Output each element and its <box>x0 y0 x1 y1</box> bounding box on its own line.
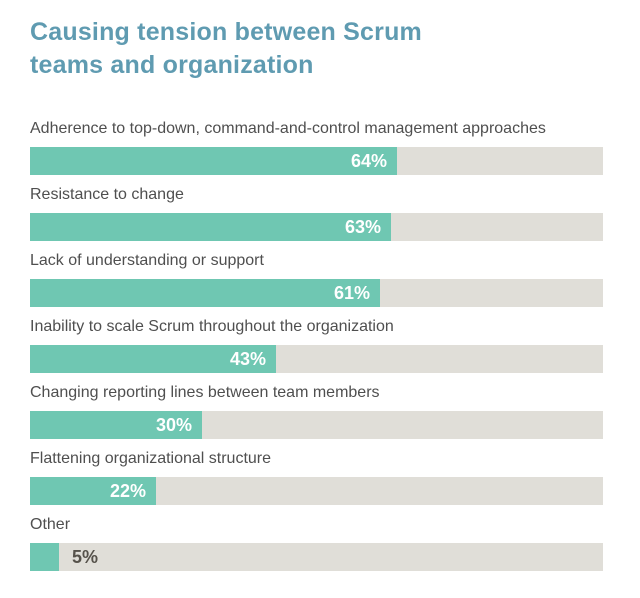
bar-row: Resistance to change 63% <box>30 186 604 241</box>
value-label: 64% <box>350 151 387 171</box>
bar-track: 43% <box>30 345 603 373</box>
category-label: Other <box>30 516 71 533</box>
chart-container: Causing tension between Scrum teams and … <box>30 16 604 571</box>
chart-title-line2: teams and organization <box>30 51 314 79</box>
value-label: 22% <box>109 481 146 501</box>
bar-fill <box>30 147 397 175</box>
bar-track: 22% <box>30 477 603 505</box>
bar-fill <box>30 477 156 505</box>
bar-row: Lack of understanding or support 61% <box>30 252 604 307</box>
bar-track: 30% <box>30 411 603 439</box>
bar-fill <box>30 213 391 241</box>
bar-fill <box>30 543 59 571</box>
bar-row: Flattening organizational structure 22% <box>30 450 604 505</box>
bar-track: 63% <box>30 213 603 241</box>
chart-title: Causing tension between Scrum teams and … <box>30 16 604 82</box>
bar-row: Other 5% <box>30 516 604 571</box>
category-label: Lack of understanding or support <box>30 252 264 269</box>
category-label: Resistance to change <box>30 186 184 203</box>
category-label: Adherence to top-down, command-and-contr… <box>30 120 546 137</box>
bar-fill <box>30 345 276 373</box>
category-label: Changing reporting lines between team me… <box>30 384 380 401</box>
bar-track: 5% <box>30 543 603 571</box>
category-label: Flattening organizational structure <box>30 450 272 467</box>
value-label: 63% <box>344 217 381 237</box>
value-label: 43% <box>229 349 266 369</box>
bar-row: Adherence to top-down, command-and-contr… <box>30 120 604 175</box>
bar-row: Changing reporting lines between team me… <box>30 384 604 439</box>
bar-fill <box>30 411 202 439</box>
value-label: 30% <box>155 415 192 435</box>
value-label: 61% <box>333 283 370 303</box>
bar-chart: Adherence to top-down, command-and-contr… <box>30 120 604 571</box>
value-label: 5% <box>72 547 99 567</box>
bar-track: 64% <box>30 147 603 175</box>
chart-title-line1: Causing tension between Scrum <box>30 18 422 46</box>
bar-track: 61% <box>30 279 603 307</box>
bar-fill <box>30 279 380 307</box>
bar-row: Inability to scale Scrum throughout the … <box>30 318 604 373</box>
category-label: Inability to scale Scrum throughout the … <box>30 318 394 335</box>
